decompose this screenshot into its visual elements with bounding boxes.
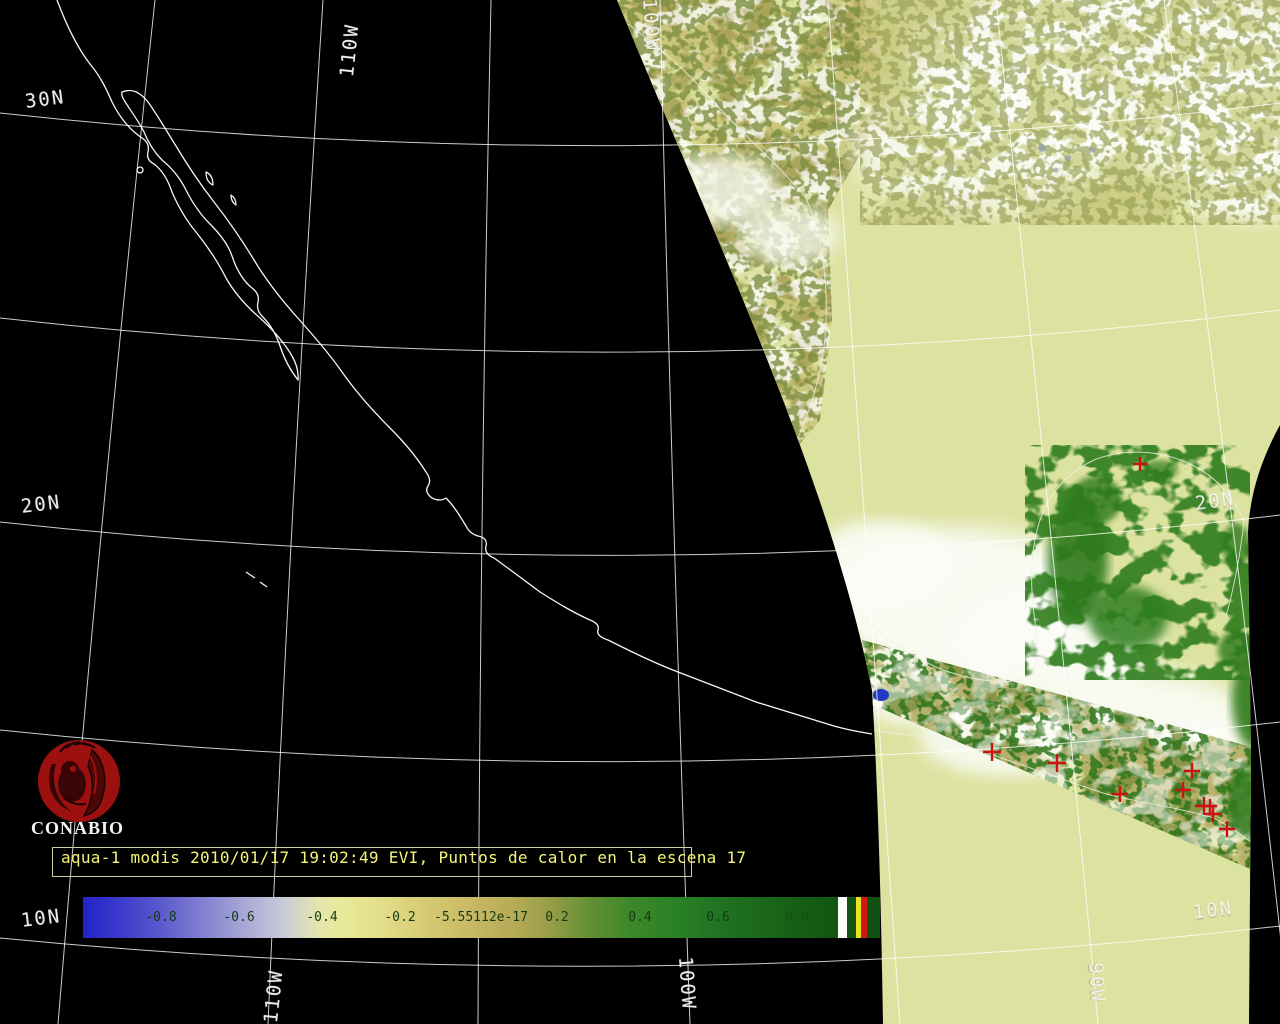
logo-crest xyxy=(59,741,96,753)
hotspot-cross xyxy=(1048,754,1066,772)
colorbar-stripe-red xyxy=(861,897,867,938)
lake xyxy=(873,689,889,701)
grid-label-100w: 100W xyxy=(674,955,700,1012)
colorbar-tick-label: -0.4 xyxy=(306,910,338,925)
title-box: aqua-1 modis 2010/01/17 19:02:49 EVI, Pu… xyxy=(52,847,746,877)
hotspot-cross xyxy=(1175,782,1191,798)
hotspot-cross xyxy=(1184,763,1200,779)
hotspot-cross xyxy=(983,743,1001,761)
hotspot-cross xyxy=(1219,821,1235,837)
grid-label-20n: 20N xyxy=(19,491,63,518)
grid-label-30n: 30N xyxy=(23,86,67,113)
colorbar-stripe-yellow xyxy=(856,897,861,938)
hotspot-cross xyxy=(1112,786,1128,802)
grid-label-90w: 90W xyxy=(1084,961,1109,1004)
hotspot-cross xyxy=(1133,457,1147,471)
colorbar-tick-label: -5.55112e-17 xyxy=(434,910,528,925)
hotspot-layer xyxy=(983,457,1235,837)
evi-colorbar: -0.8 -0.6 -0.4 -0.2 -5.55112e-17 0.2 0.4 0.6 0.8 xyxy=(83,897,880,938)
grid-label-10n: 10N xyxy=(1191,897,1235,924)
grid-label-10n: 10N xyxy=(19,905,63,932)
colorbar-tick-label: 0.2 xyxy=(545,910,569,925)
conabio-logo xyxy=(38,740,120,822)
colorbar-tick-label: 0.8 xyxy=(785,910,809,925)
colorbar-tick-label: -0.2 xyxy=(384,910,416,925)
lagoon xyxy=(768,488,776,494)
colorbar-tick-label: -0.8 xyxy=(145,910,177,925)
hotspot-cross xyxy=(1203,799,1217,813)
colorbar-stripe-white xyxy=(838,897,847,938)
colorbar-tick-label: -0.6 xyxy=(223,910,255,925)
scene-title: aqua-1 modis 2010/01/17 19:02:49 EVI, Pu… xyxy=(61,848,747,867)
hotspot-cross xyxy=(1205,806,1221,822)
grid-label-20n: 20N xyxy=(1193,488,1237,515)
colorbar-tick-label: 0.4 xyxy=(628,910,652,925)
colorbar-tick-label: 0.6 xyxy=(706,910,730,925)
grid-label-100w: 100W xyxy=(638,0,664,54)
logo-caption: CONABIO xyxy=(31,818,125,838)
